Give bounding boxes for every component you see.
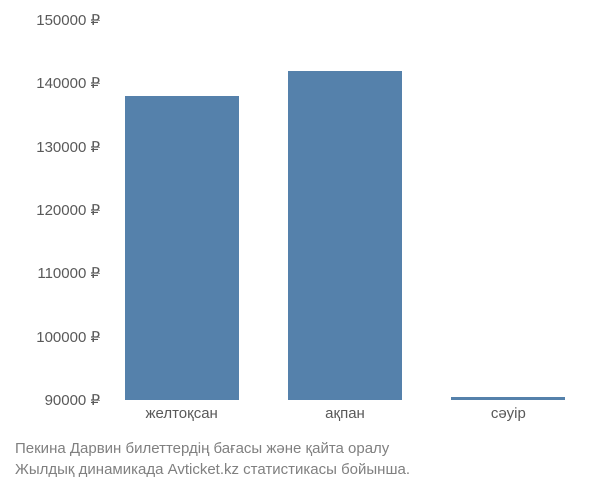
x-axis-label: сәуір [491,405,526,422]
bar [288,71,402,400]
plot-area [100,20,590,400]
caption-line-1: Пекина Дарвин билеттердің бағасы және қа… [15,438,410,459]
y-tick [92,337,100,338]
y-axis-label: 130000 ₽ [36,138,100,156]
x-axis-label: ақпан [325,405,365,422]
x-axis-label: желтоқсан [145,405,217,422]
caption-line-2: Жылдық динамикада Avticket.kz статистика… [15,459,410,480]
y-tick [92,210,100,211]
y-tick [92,273,100,274]
y-axis-label: 120000 ₽ [36,201,100,219]
y-tick [92,20,100,21]
y-axis-label: 150000 ₽ [36,11,100,29]
y-axis-label: 140000 ₽ [36,74,100,92]
y-tick [92,83,100,84]
y-axis-label: 110000 ₽ [37,264,100,282]
y-tick [92,147,100,148]
bar [451,397,565,400]
y-tick [92,400,100,401]
chart-caption: Пекина Дарвин билеттердің бағасы және қа… [15,438,410,480]
chart-container: Пекина Дарвин билеттердің бағасы және қа… [0,0,600,500]
bar [125,96,239,400]
y-axis-label: 100000 ₽ [36,328,100,346]
